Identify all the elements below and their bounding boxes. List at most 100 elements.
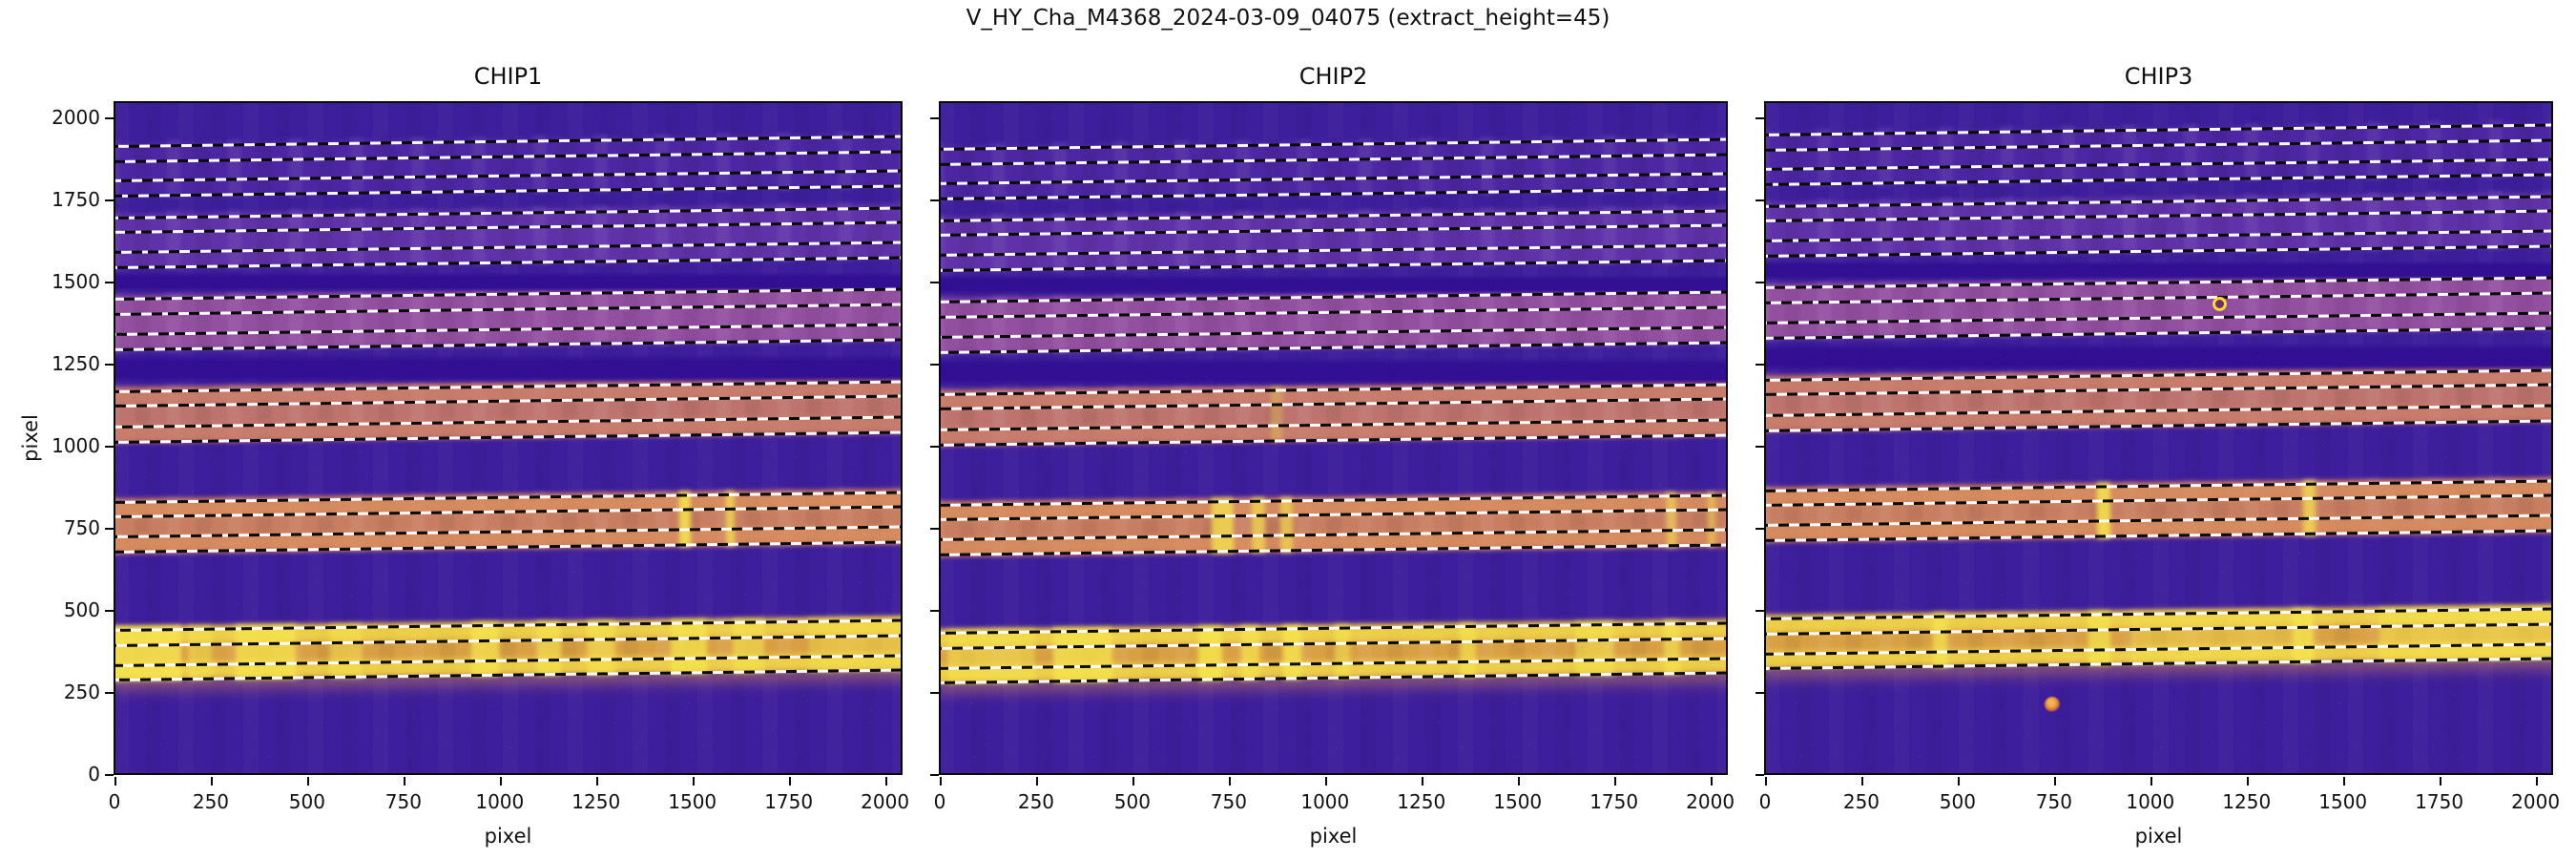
x-tick-mark [2342, 777, 2345, 786]
figure-title: V_HY_Cha_M4368_2024-03-09_04075 (extract… [966, 6, 1610, 31]
chip-panel-chip3: CHIP3 0 250 500 750 1000 1250 1500 1750 2000 pixel [1755, 63, 2560, 848]
x-axis-label: pixel [484, 825, 532, 848]
interorder-dark-1 [939, 356, 1728, 387]
y-tick-mark [1755, 774, 1764, 776]
x-tick-mark [499, 777, 502, 786]
x-tick-mark [2535, 777, 2538, 786]
emission-streak [1707, 491, 1716, 548]
x-tick-label: 250 [192, 790, 230, 813]
emission-streak [732, 618, 765, 675]
emission-streak [187, 624, 213, 681]
x-tick-label: 500 [1113, 790, 1151, 813]
y-tick-mark [930, 527, 939, 530]
y-tick-mark [1755, 363, 1764, 366]
x-tick-label: 2000 [2511, 790, 2561, 813]
panel-title: CHIP1 [473, 63, 543, 90]
emission-streak [2302, 479, 2316, 536]
y-tick-mark [105, 281, 114, 283]
emission-streak [1932, 612, 1948, 669]
emission-streak [946, 627, 1036, 685]
detector-image [114, 101, 903, 775]
interorder-dark-1 [1764, 342, 2553, 372]
emission-streak [586, 619, 615, 677]
x-tick-mark [1132, 777, 1134, 786]
emission-streak [328, 622, 363, 680]
emission-streak [2379, 604, 2553, 663]
x-tick-mark [884, 777, 887, 786]
x-tick-mark [1957, 777, 1960, 786]
emission-streak [1211, 496, 1235, 554]
x-tick-mark [1613, 777, 1616, 786]
y-tick-mark [930, 199, 939, 201]
y-tick-mark [105, 116, 114, 119]
y-tick-label: 1500 [52, 269, 100, 293]
y-tick-label: 500 [63, 597, 100, 621]
emission-streak [114, 624, 182, 682]
x-tick-label: 1750 [1589, 790, 1639, 813]
y-tick-mark [1755, 199, 1764, 201]
x-tick-label: 750 [1210, 790, 1247, 813]
y-tick-mark [930, 609, 939, 612]
x-axis-label: pixel [2134, 825, 2183, 848]
emission-streak [678, 490, 691, 547]
x-tick-mark [114, 777, 116, 786]
y-tick-mark [930, 774, 939, 776]
y-tick-mark [930, 363, 939, 366]
x-tick-mark [692, 777, 695, 786]
emission-streak [1251, 496, 1266, 554]
x-tick-mark [210, 777, 213, 786]
y-tick-mark [1755, 445, 1764, 448]
x-tick-mark [940, 777, 942, 786]
y-tick-mark [930, 116, 939, 119]
y-tick-mark [105, 609, 114, 612]
x-tick-mark [595, 777, 598, 786]
y-tick-label: 0 [88, 763, 100, 786]
y-tick-mark [1755, 281, 1764, 283]
x-tick-label: 1000 [475, 790, 525, 813]
emission-streak [1052, 626, 1113, 683]
x-tick-mark [1710, 777, 1713, 786]
x-tick-mark [2150, 777, 2152, 786]
y-tick-mark [1755, 691, 1764, 694]
x-tick-label: 1250 [2222, 790, 2272, 813]
x-tick-mark [1228, 777, 1231, 786]
y-tick-mark [1755, 527, 1764, 530]
x-tick-label: 0 [108, 790, 121, 813]
chip-panel-chip2: CHIP2 0 250 500 750 1000 1250 1500 1750 2000 pixel [930, 63, 1735, 848]
x-tick-label: 1250 [1397, 790, 1446, 813]
x-tick-label: 1500 [1493, 790, 1543, 813]
x-tick-mark [1421, 777, 1423, 786]
emission-streak [1270, 385, 1283, 443]
emission-streak [808, 616, 903, 674]
panel-title: CHIP2 [1298, 63, 1368, 90]
x-tick-label: 250 [1017, 790, 1055, 813]
emission-streak [1197, 625, 1223, 681]
x-tick-mark [2439, 777, 2441, 786]
x-tick-label: 1500 [2318, 790, 2368, 813]
emission-streak [1574, 619, 1613, 677]
emission-streak [1663, 619, 1680, 676]
detector-image [1764, 101, 2553, 775]
x-tick-label: 2000 [1686, 790, 1735, 813]
x-tick-mark [1035, 777, 1038, 786]
x-tick-mark [306, 777, 309, 786]
x-tick-label: 0 [1758, 790, 1772, 813]
x-tick-label: 1000 [1300, 790, 1350, 813]
x-tick-mark [788, 777, 791, 786]
emission-streak [725, 490, 736, 547]
y-tick-mark [930, 691, 939, 694]
y-tick-mark [1755, 116, 1764, 119]
x-axis-label: pixel [1309, 825, 1358, 848]
interorder-dark-1 [114, 353, 903, 384]
x-tick-mark [2246, 777, 2249, 786]
x-tick-mark [403, 777, 405, 786]
x-tick-label: 0 [933, 790, 946, 813]
x-tick-label: 1750 [2415, 790, 2464, 813]
x-tick-label: 250 [1842, 790, 1880, 813]
y-tick-label: 750 [63, 515, 100, 539]
x-tick-mark [2053, 777, 2056, 786]
x-tick-label: 1500 [668, 790, 717, 813]
y-tick-mark [105, 363, 114, 366]
y-tick-label: 250 [63, 680, 100, 703]
